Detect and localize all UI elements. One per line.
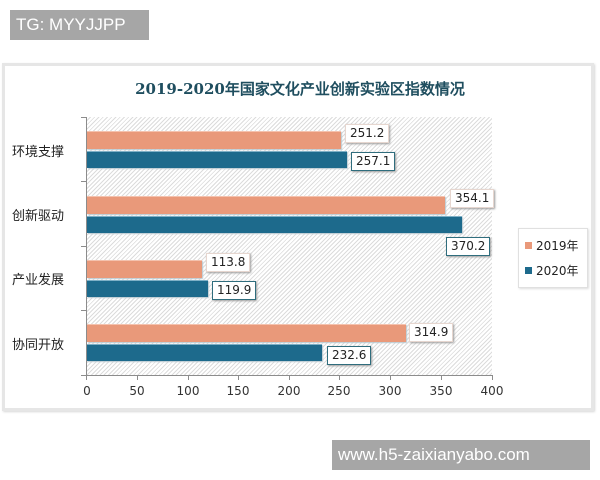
x-tick [188, 375, 189, 380]
chart-title: 2019-2020年国家文化产业创新实验区指数情况 [135, 80, 465, 98]
bar-2019-环境支撑 [87, 131, 341, 149]
category-label: 协同开放 [12, 338, 65, 353]
bar-2020-产业发展 [87, 280, 208, 297]
y-tick [81, 246, 86, 247]
bar-2019-产业发展 [87, 260, 202, 278]
x-tick-label: 100 [176, 384, 200, 398]
data-label: 257.1 [351, 152, 396, 171]
category-label: 环境支撑 [12, 145, 65, 160]
legend-item-2019: 2019年 [525, 237, 579, 254]
x-tick-label: 200 [277, 384, 301, 398]
legend-swatch-icon [525, 242, 532, 249]
watermark-bottom: www.h5-zaixianyabo.com [332, 440, 590, 470]
x-tick [339, 375, 340, 380]
legend: 2019年 2020年 [518, 228, 588, 288]
legend-swatch-icon [525, 267, 532, 274]
legend-item-2020: 2020年 [525, 262, 579, 279]
x-tick [289, 375, 290, 380]
x-tick-label: 300 [378, 384, 402, 398]
x-tick-label: 400 [480, 384, 504, 398]
x-tick [86, 375, 87, 380]
category-label: 产业发展 [12, 273, 65, 288]
bar-2019-协同开放 [87, 324, 406, 342]
y-axis [86, 117, 87, 376]
x-tick [441, 375, 442, 380]
x-tick [137, 375, 138, 380]
legend-label: 2020年 [536, 264, 579, 278]
data-label: 232.6 [327, 346, 372, 365]
bar-2020-创新驱动 [87, 216, 462, 233]
x-tick [390, 375, 391, 380]
x-tick-label: 150 [226, 384, 250, 398]
y-tick [81, 117, 86, 118]
legend-label: 2019年 [536, 239, 579, 253]
bar-2020-协同开放 [87, 344, 322, 361]
data-label: 113.8 [206, 253, 251, 272]
bar-2020-环境支撑 [87, 151, 347, 168]
data-label: 251.2 [345, 124, 390, 143]
x-tick-label: 350 [429, 384, 453, 398]
data-label: 119.9 [212, 281, 257, 300]
data-label: 354.1 [450, 189, 495, 208]
bar-2019-创新驱动 [87, 196, 445, 214]
x-tick-label: 50 [129, 384, 145, 398]
data-label: 370.2 [446, 237, 491, 256]
x-tick-label: 0 [83, 384, 91, 398]
x-tick [238, 375, 239, 380]
category-label: 创新驱动 [12, 209, 65, 224]
watermark-top: TG: MYYJJPP [10, 10, 149, 40]
y-tick [81, 181, 86, 182]
x-tick-label: 250 [327, 384, 351, 398]
x-tick [492, 375, 493, 380]
y-tick [81, 375, 86, 376]
data-label: 314.9 [409, 323, 454, 342]
y-tick [81, 310, 86, 311]
